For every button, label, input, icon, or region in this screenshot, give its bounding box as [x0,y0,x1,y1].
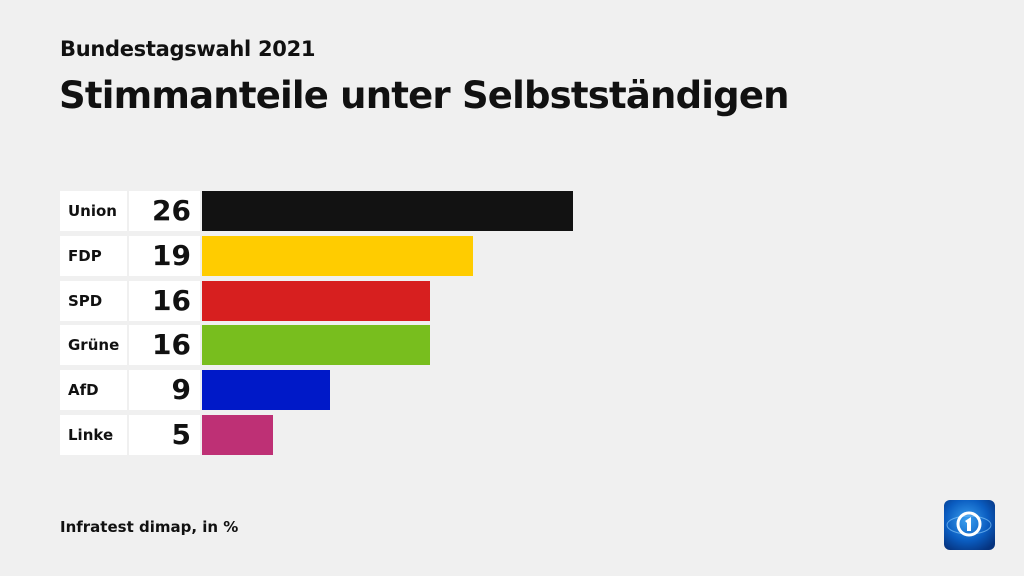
bar [202,191,573,231]
source-note: Infratest dimap, in % [60,518,239,536]
category-label: AfD [60,370,127,411]
value-label: 16 [129,280,200,321]
bar [202,325,431,366]
value-label: 9 [129,370,200,411]
category-label: SPD [60,280,127,321]
chart-title: Stimmanteile unter Selbstständigen [59,74,789,117]
bar [202,370,331,411]
value-label: 16 [129,325,200,366]
value-label: 5 [129,415,200,455]
bar [202,280,431,321]
category-label: FDP [60,235,127,276]
bar [202,415,274,455]
category-label: Linke [60,415,127,455]
value-label: 19 [129,235,200,276]
kicker: Bundestagswahl 2021 [60,37,316,61]
value-label: 26 [129,191,200,231]
tagesschau-logo [944,500,995,550]
bar [202,235,474,276]
category-label: Union [60,191,127,231]
category-label: Grüne [60,325,127,366]
